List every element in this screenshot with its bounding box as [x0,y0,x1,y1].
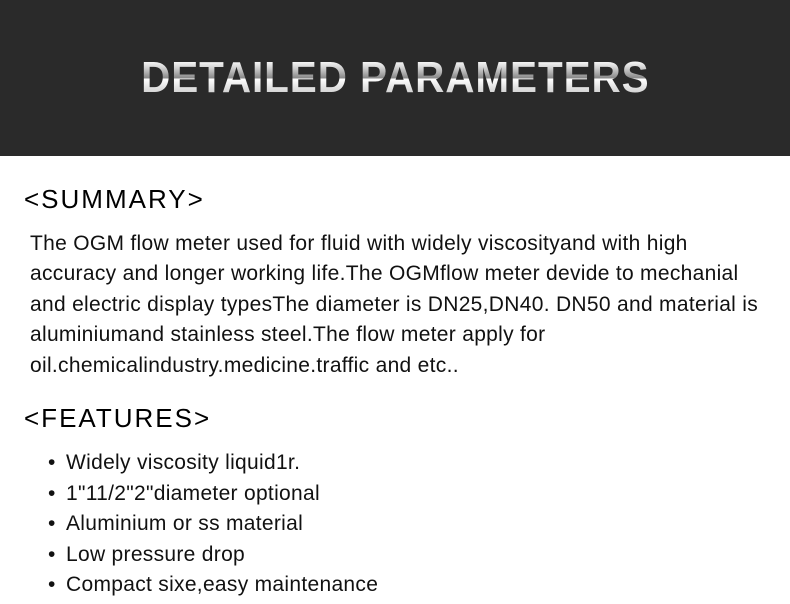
header-banner: DETAILED PARAMETERS [0,0,790,156]
list-item: Compact sixe,easy maintenance [48,570,766,600]
list-item: Low pressure drop [48,540,766,570]
list-item: Aluminium or ss material [48,509,766,539]
content-area: <SUMMARY> The OGM flow meter used for fl… [0,156,790,600]
features-heading: <FEATURES> [24,403,766,434]
summary-text: The OGM flow meter used for fluid with w… [24,229,766,381]
list-item: Widely viscosity liquid1r. [48,448,766,478]
header-title: DETAILED PARAMETERS [141,53,650,103]
summary-heading: <SUMMARY> [24,184,766,215]
features-list: Widely viscosity liquid1r. 1"11/2"2"diam… [24,448,766,600]
list-item: 1"11/2"2"diameter optional [48,479,766,509]
